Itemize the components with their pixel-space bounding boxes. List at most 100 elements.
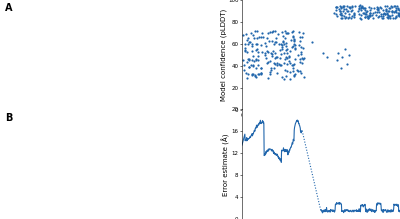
Point [367,13,374,17]
Point [366,8,373,11]
Point [290,44,296,48]
Point [277,57,284,60]
Point [242,71,249,75]
Point [245,58,252,62]
Point [259,31,265,35]
Point [291,57,298,61]
Point [297,70,303,73]
Point [332,6,339,9]
Point [384,4,390,8]
Point [365,15,372,18]
Point [290,37,297,41]
Point [333,5,340,9]
Point [298,45,304,48]
Point [280,40,286,43]
Point [367,11,374,14]
Point [252,42,259,46]
Point [356,12,362,15]
Point [298,72,304,75]
Point [267,30,273,34]
Point [250,65,256,68]
Point [340,9,346,13]
Point [362,9,368,12]
Point [346,5,352,8]
Point [391,10,398,14]
Point [396,12,400,15]
Point [387,14,393,18]
Point [252,29,258,33]
Point [364,14,370,18]
Point [299,62,306,65]
Point [263,44,269,48]
Point [349,5,355,8]
Point [345,16,352,20]
Point [259,51,266,54]
Point [344,62,350,65]
Point [360,11,366,15]
Point [265,31,272,34]
Point [334,58,340,62]
Point [264,36,270,40]
Point [347,17,354,20]
Point [334,5,340,9]
Point [291,38,297,42]
Point [382,12,388,16]
Point [258,71,264,74]
Point [300,31,306,35]
Point [284,31,290,35]
Point [248,73,255,77]
Point [276,62,282,66]
Point [359,4,366,8]
Point [340,7,347,10]
Point [242,33,249,36]
Point [265,60,271,64]
Point [331,11,337,14]
Point [336,7,342,11]
Text: B: B [5,113,12,123]
Point [274,71,280,75]
Point [273,36,280,40]
Point [301,75,307,79]
Point [274,64,280,67]
Point [276,42,282,46]
Point [360,6,366,10]
Point [274,61,280,64]
Point [262,52,268,55]
Point [395,8,400,11]
Point [376,10,382,14]
Point [291,74,297,78]
Point [377,5,384,8]
Point [256,72,262,76]
Point [246,57,252,60]
Point [287,62,294,65]
Point [283,42,289,45]
Point [362,13,368,16]
Point [379,9,386,12]
Point [289,63,296,67]
Point [382,9,389,13]
Point [394,4,400,8]
Point [378,14,384,18]
Point [290,34,296,38]
Point [290,35,296,39]
Point [388,14,395,17]
Point [258,44,264,47]
Point [286,59,292,62]
Point [249,73,255,76]
Point [358,17,364,20]
Point [370,11,376,15]
Point [284,48,290,51]
Point [258,66,265,69]
Point [283,49,290,52]
Point [324,55,330,59]
Point [390,4,397,7]
Point [379,16,386,20]
Point [248,64,254,67]
Point [253,58,260,61]
Point [269,55,275,58]
Point [282,55,289,59]
Point [292,47,298,51]
Point [389,9,396,12]
Point [286,54,292,58]
Point [392,10,398,13]
